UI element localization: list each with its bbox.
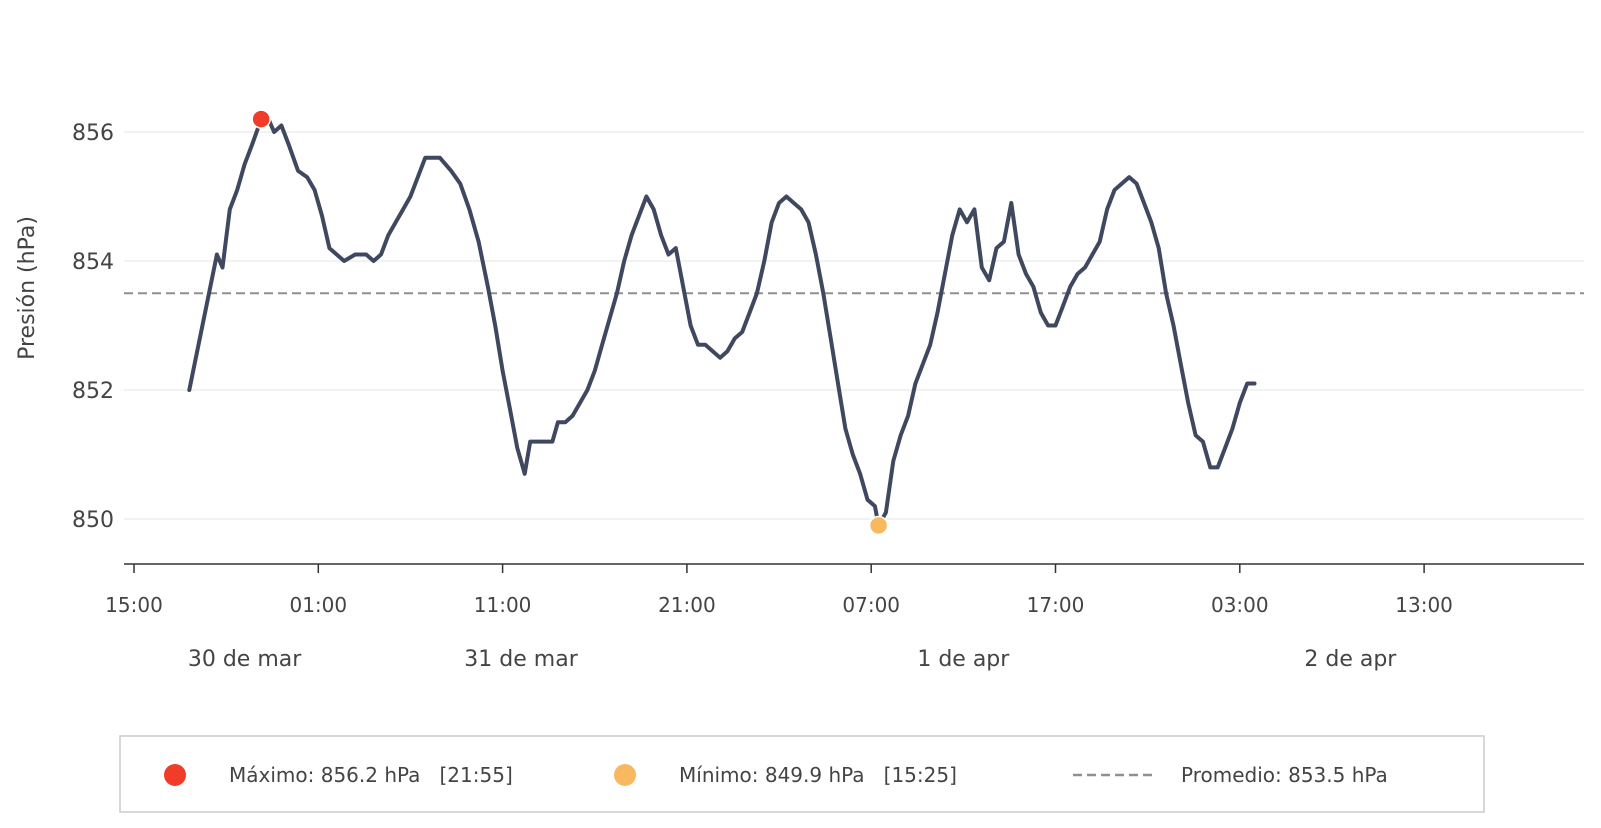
legend-min-label: Mínimo: 849.9 hPa [15:25] (679, 763, 957, 787)
x-tick-label: 17:00 (1027, 593, 1085, 617)
x-tick-label: 13:00 (1395, 593, 1453, 617)
y-tick-label: 856 (72, 121, 114, 146)
date-label: 30 de mar (188, 647, 302, 672)
legend-max-label: Máximo: 856.2 hPa [21:55] (229, 763, 513, 787)
max-point-marker (251, 109, 271, 129)
series-layer (187, 117, 1257, 528)
y-axis-label: Presión (hPa) (15, 216, 40, 360)
min-point-marker (868, 515, 889, 536)
y-tick-label: 854 (72, 250, 114, 275)
pressure-series-line (187, 117, 1257, 528)
legend-average-label: Promedio: 853.5 hPa (1181, 763, 1388, 787)
x-tick-label: 01:00 (289, 593, 347, 617)
marker-layer (251, 109, 889, 536)
axis-layer: 850 852 854 856 15:00 01:00 11:00 21:00 07:00 17:… (72, 121, 1584, 672)
x-tick-label: 21:00 (658, 593, 716, 617)
legend-min-marker (614, 764, 636, 786)
date-label: 2 de apr (1304, 647, 1397, 672)
legend-max-marker (164, 764, 186, 786)
grid-layer (124, 131, 1584, 520)
x-tick-label: 11:00 (474, 593, 532, 617)
x-tick-label: 15:00 (105, 593, 163, 617)
legend-frame (119, 735, 1485, 813)
date-label: 1 de apr (917, 647, 1010, 672)
legend: Máximo: 856.2 hPa [21:55] Mínimo: 849.9 … (119, 735, 1485, 813)
y-tick-label: 852 (72, 379, 114, 404)
x-tick-label: 07:00 (842, 593, 900, 617)
date-label: 31 de mar (464, 647, 578, 672)
y-tick-label: 850 (72, 508, 114, 533)
x-tick-label: 03:00 (1211, 593, 1269, 617)
